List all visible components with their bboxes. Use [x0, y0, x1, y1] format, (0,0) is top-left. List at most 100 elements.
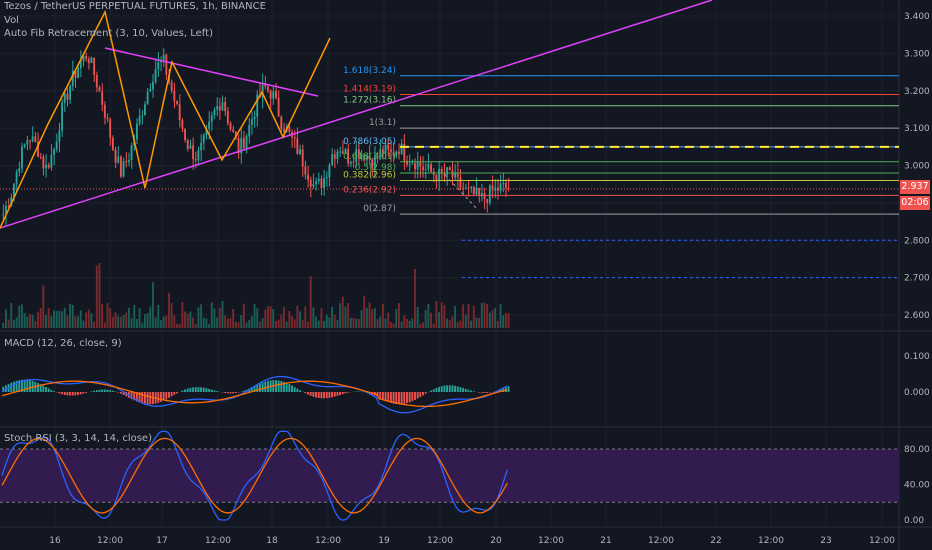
candle-body: [339, 151, 342, 153]
volume-bar: [63, 307, 66, 328]
macd-histogram-bar: [181, 390, 184, 392]
trend-line-rising: [0, 0, 713, 229]
candle-body: [189, 145, 192, 149]
candle-body: [101, 91, 104, 105]
candle-body: [408, 164, 411, 166]
volume-bar: [494, 307, 497, 328]
macd-histogram-bar: [85, 392, 88, 393]
macd-histogram-bar: [456, 386, 459, 392]
macd-histogram-bar: [149, 392, 152, 405]
volume-bar: [245, 322, 248, 328]
volume-bar: [154, 317, 157, 328]
macd-histogram-bar: [192, 387, 195, 392]
volume-bar: [440, 302, 443, 328]
candle-body: [71, 70, 74, 86]
candle-body: [7, 205, 10, 207]
fib-level-label: 0.786(3.05): [343, 137, 396, 147]
volume-bar: [427, 304, 430, 328]
volume-bar: [160, 320, 162, 328]
volume-bar: [12, 319, 15, 328]
volume-bar: [352, 317, 355, 328]
macd-histogram-bar: [160, 392, 162, 402]
candle-body: [478, 187, 481, 196]
macd-histogram-bar: [379, 392, 382, 399]
candle-body: [221, 102, 224, 111]
candle-body: [261, 84, 264, 98]
macd-histogram-bar: [119, 392, 122, 394]
candle-body: [365, 155, 368, 161]
macd-histogram-bar: [464, 388, 467, 392]
macd-histogram-bar: [232, 392, 235, 394]
macd-histogram-bar: [141, 392, 144, 404]
volume-bar: [170, 303, 173, 328]
macd-histogram-bar: [389, 392, 392, 403]
candle-body: [299, 149, 301, 154]
candle-body: [467, 187, 470, 189]
candle-body: [248, 125, 251, 137]
macd-histogram-bar: [82, 392, 85, 394]
y-tick-label: 3.000: [904, 162, 930, 172]
macd-histogram-bar: [486, 392, 489, 393]
volume-bar: [186, 313, 189, 328]
candle-body: [392, 151, 395, 156]
macd-histogram-bar: [467, 389, 470, 392]
volume-bar: [291, 316, 293, 328]
candle-body: [149, 89, 152, 92]
macd-histogram-bar: [42, 385, 45, 392]
volume-bar: [4, 309, 7, 328]
volume-bar: [301, 320, 304, 328]
volume-bar: [176, 323, 178, 328]
macd-histogram-bar: [74, 392, 77, 396]
candle-body: [117, 156, 120, 163]
macd-histogram-bar: [21, 379, 23, 392]
candle-body: [21, 146, 23, 169]
candle-body: [381, 149, 384, 154]
candle-body: [309, 179, 312, 187]
volume-bar: [317, 320, 320, 328]
candle-body: [480, 192, 483, 196]
signal-line: [1, 380, 508, 408]
volume-bar: [499, 304, 502, 328]
candle-body: [31, 136, 34, 142]
macd-histogram-bar: [291, 385, 293, 392]
volume-bar: [299, 311, 301, 328]
macd-histogram-bar: [333, 392, 336, 397]
volume-bar: [18, 305, 21, 328]
candle-body: [486, 199, 489, 203]
candle-body: [245, 136, 248, 149]
candle-body: [69, 85, 72, 100]
macd-histogram-bar: [226, 392, 229, 394]
volume-bar: [205, 318, 208, 328]
candle-body: [210, 115, 213, 122]
volume-bar: [280, 314, 283, 328]
macd-histogram-bar: [208, 388, 211, 392]
volume-bar: [77, 316, 80, 328]
vol-label: Vol: [4, 15, 19, 26]
candle-body: [39, 156, 42, 158]
volume-bar: [157, 304, 160, 328]
macd-histogram-bar: [69, 392, 72, 396]
macd-histogram-bar: [344, 392, 347, 394]
macd-histogram-bar: [472, 391, 475, 392]
candle-body: [176, 101, 178, 105]
candle-body: [184, 128, 186, 140]
x-tick-label: 21: [600, 536, 611, 546]
candle-body: [162, 54, 165, 61]
macd-histogram-bar: [275, 380, 277, 392]
candle-body: [398, 151, 400, 155]
candle-body: [504, 183, 507, 188]
volume-bar: [285, 321, 288, 328]
countdown-tag: 02:06: [900, 196, 930, 210]
volume-bar: [218, 307, 221, 328]
candle-body: [232, 129, 235, 132]
candle-body: [435, 174, 438, 181]
candle-body: [288, 126, 291, 132]
volume-bar: [45, 314, 47, 328]
macd-histogram-bar: [103, 389, 106, 392]
x-tick-label: 12:00: [97, 536, 123, 546]
candle-body: [106, 117, 109, 120]
volume-bar: [69, 303, 72, 328]
candle-body: [406, 160, 408, 165]
macd-histogram-bar: [403, 392, 406, 404]
